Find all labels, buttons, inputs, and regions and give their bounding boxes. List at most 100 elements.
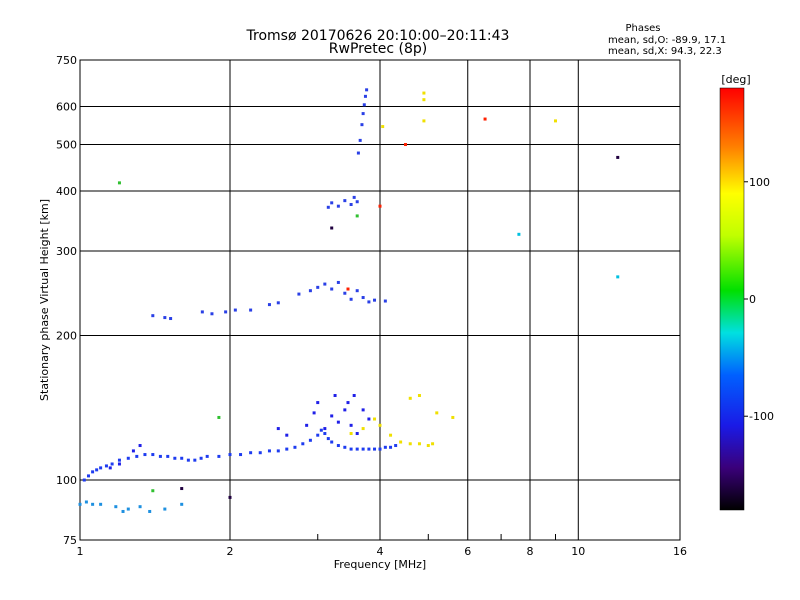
data-point	[349, 432, 353, 436]
data-point	[117, 462, 121, 466]
data-point	[346, 401, 350, 405]
data-point	[330, 201, 334, 205]
data-point	[249, 308, 253, 312]
data-point	[186, 458, 190, 462]
data-point	[358, 138, 362, 142]
y-tick-label: 750	[56, 54, 77, 67]
chart-title: Tromsø 20170626 20:10:00–20:11:43	[246, 28, 510, 44]
y-tick-label: 500	[56, 139, 77, 152]
x-axis-label: Frequency [MHz]	[334, 558, 426, 571]
data-point	[355, 447, 359, 451]
data-point	[293, 445, 297, 449]
data-point	[355, 432, 359, 436]
y-axis-label: Stationary phase Virtual Height [km]	[38, 199, 51, 401]
chart-subtitle: RwPretec (8p)	[329, 41, 427, 57]
series-x-trace	[349, 91, 557, 448]
data-point	[352, 394, 356, 398]
data-point	[312, 411, 316, 415]
data-point	[151, 453, 155, 457]
data-point	[422, 91, 426, 95]
data-point	[217, 415, 221, 419]
data-point	[422, 119, 426, 123]
data-point	[138, 505, 142, 509]
colorbar-tick-label: 0	[749, 293, 756, 306]
data-point	[258, 451, 262, 455]
data-point	[333, 394, 337, 398]
phase-stats-o: mean, sd,O: -89.9, 17.1	[608, 35, 726, 46]
data-point	[114, 505, 118, 509]
data-point	[285, 447, 289, 451]
x-axis-ticks: 1 2 4 6 8 10 16	[77, 534, 687, 558]
data-point	[117, 181, 121, 185]
data-point	[166, 454, 170, 458]
x-tick-label: 4	[377, 545, 384, 558]
data-point	[276, 449, 280, 453]
data-point	[158, 454, 162, 458]
data-point	[99, 466, 103, 470]
data-point	[180, 456, 184, 460]
x-tick-label: 10	[571, 545, 585, 558]
data-point	[417, 442, 421, 446]
data-point	[297, 292, 301, 296]
colorbar-tick-label: -100	[749, 410, 774, 423]
data-point	[267, 303, 271, 307]
data-point	[361, 408, 365, 412]
data-point	[451, 415, 455, 419]
data-point	[367, 417, 371, 421]
x-tick-label: 8	[527, 545, 534, 558]
data-point	[316, 285, 320, 289]
data-point	[431, 442, 435, 446]
y-tick-label: 75	[63, 534, 77, 547]
data-point	[389, 445, 393, 449]
data-point	[99, 502, 103, 506]
series-f2-o-trace	[151, 280, 387, 321]
data-point	[326, 205, 330, 209]
data-point	[378, 423, 382, 427]
data-point	[616, 275, 620, 279]
data-point	[352, 195, 356, 199]
data-point	[349, 447, 353, 451]
data-point	[323, 282, 327, 286]
data-point	[126, 456, 130, 460]
data-point	[305, 423, 309, 427]
data-point	[151, 489, 155, 493]
data-point	[383, 445, 387, 449]
data-point	[363, 94, 367, 98]
data-point	[228, 453, 232, 457]
data-point	[422, 98, 426, 102]
data-point	[301, 442, 305, 446]
x-tick-label: 16	[673, 545, 687, 558]
colorbar-tick-label: 100	[749, 176, 770, 189]
data-point	[91, 470, 95, 474]
y-tick-label: 100	[56, 474, 77, 487]
y-tick-label: 400	[56, 185, 77, 198]
data-point	[180, 487, 184, 491]
data-point	[553, 119, 557, 123]
data-point	[143, 453, 147, 457]
data-point	[308, 289, 312, 293]
data-point	[228, 495, 232, 499]
data-point	[205, 454, 209, 458]
x-tick-label: 2	[227, 545, 234, 558]
data-point	[336, 280, 340, 284]
data-point	[408, 442, 412, 446]
data-point	[355, 214, 359, 218]
series-outliers-cyan	[517, 232, 620, 279]
data-point	[330, 226, 334, 230]
data-point	[349, 423, 353, 427]
data-point	[126, 507, 130, 511]
data-point	[343, 291, 347, 295]
series-o-trace-e-f1	[82, 428, 398, 482]
data-point	[108, 466, 112, 470]
data-point	[616, 155, 620, 159]
data-point	[336, 444, 340, 448]
data-point	[343, 408, 347, 412]
data-point	[131, 449, 135, 453]
phase-stats-x: mean, sd,X: 94.3, 22.3	[608, 46, 722, 57]
series-outliers	[346, 117, 487, 291]
data-point	[249, 451, 253, 455]
data-point	[78, 502, 82, 506]
x-tick-label: 6	[464, 545, 471, 558]
data-point	[373, 447, 377, 451]
